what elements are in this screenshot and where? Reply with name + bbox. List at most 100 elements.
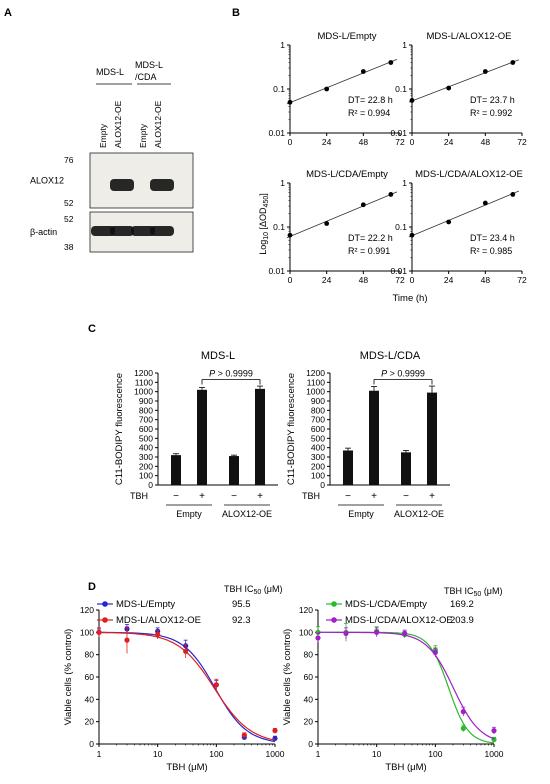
x-tick-label: 48: [481, 275, 491, 285]
legend-marker: [102, 617, 108, 623]
x-tick-label: 10: [372, 749, 382, 759]
annotation-r2: R² = 0.992: [470, 108, 512, 118]
panel-label-a: A: [4, 7, 12, 19]
y-axis-title: C11-BODIPY fluorescence: [114, 373, 125, 485]
group-label: Empty: [348, 509, 374, 519]
data-point: [491, 728, 497, 734]
y-tick-label: 0.1: [395, 222, 407, 232]
data-point: [388, 192, 394, 197]
data-point: [374, 629, 380, 635]
x-tick-label: 24: [444, 137, 454, 147]
subplot-title: MDS-L/CDA/ALOX12-OE: [415, 169, 523, 180]
x-tick-label: 1: [97, 749, 102, 759]
y-tick-label: 500: [311, 433, 325, 443]
ic50-value: 203.9: [450, 615, 474, 626]
y-tick-label: 400: [139, 443, 153, 453]
legend-label: MDS-L/CDA/ALOX12-OE: [345, 615, 453, 626]
x-axis-title: Time (h): [392, 293, 427, 304]
data-point: [213, 682, 219, 688]
y-tick-label: 0.01: [390, 128, 407, 138]
annotation-dt: DT= 22.8 h: [348, 95, 393, 105]
annotation-dt: DT= 23.4 h: [470, 233, 515, 243]
annotation-dt: DT= 22.2 h: [348, 233, 393, 243]
data-point: [460, 709, 466, 715]
data-point: [409, 232, 415, 238]
x-tick-label: 0: [410, 137, 415, 147]
lane-label: Empty: [138, 123, 148, 148]
panel-label-c: C: [88, 323, 96, 335]
y-tick-label: 300: [139, 452, 153, 462]
data-point: [183, 648, 189, 654]
y-tick-label: 600: [139, 424, 153, 434]
data-point: [482, 69, 488, 74]
data-point: [360, 202, 366, 208]
data-point: [315, 635, 321, 641]
group-label-mds-l: MDS-L: [96, 67, 124, 77]
x-tick-label: 100: [428, 749, 442, 759]
marker-label: 76: [64, 155, 74, 165]
panel-label-b: B: [232, 7, 240, 19]
data-point: [287, 99, 293, 105]
subplot-title: MDS-L/CDA/Empty: [306, 169, 388, 180]
blot-band: [150, 226, 174, 236]
y-tick-label: 1100: [307, 377, 326, 387]
group-label: ALOX12-OE: [394, 509, 444, 519]
y-tick-label: 0: [148, 480, 153, 490]
tbh-sign: +: [429, 491, 435, 502]
annotation-r2: R² = 0.991: [348, 246, 390, 256]
fit-curve: [318, 631, 495, 744]
y-tick-label: 0.01: [390, 266, 407, 276]
subplot-title: MDS-L/ALOX12-OE: [427, 31, 512, 42]
data-point: [510, 192, 516, 197]
x-tick-label: 10: [153, 749, 163, 759]
data-point: [446, 219, 452, 225]
bar: [427, 392, 437, 485]
protein-label: ALOX12: [30, 176, 64, 186]
blot-band: [91, 226, 115, 236]
ic50-header: TBH IC50 (μM): [224, 584, 283, 596]
bar: [255, 388, 265, 485]
y-tick-label: 60: [304, 672, 314, 682]
y-tick-label: 1100: [135, 377, 154, 387]
data-point: [287, 232, 293, 238]
y-tick-label: 1000: [134, 387, 153, 397]
y-tick-label: 100: [311, 471, 325, 481]
blot-band: [110, 179, 134, 191]
y-tick-label: 900: [139, 396, 153, 406]
ic50-header: TBH IC50 (μM): [444, 586, 503, 598]
y-tick-label: 20: [304, 717, 314, 727]
y-tick-label: 400: [311, 443, 325, 453]
data-point: [124, 637, 130, 643]
annotation-dt: DT= 23.7 h: [470, 95, 515, 105]
y-tick-label: 0: [320, 480, 325, 490]
tbh-sign: −: [231, 491, 237, 502]
ic50-value: 95.5: [232, 599, 251, 610]
data-point: [324, 86, 330, 92]
y-tick-label: 900: [311, 396, 325, 406]
ic50-value: 169.2: [450, 599, 474, 610]
y-tick-label: 100: [299, 627, 313, 637]
x-tick-label: 72: [517, 137, 527, 147]
x-tick-label: 72: [395, 137, 405, 147]
tbh-sign: −: [403, 491, 409, 502]
y-tick-label: 600: [311, 424, 325, 434]
blot-band: [110, 226, 134, 236]
tbh-label: TBH: [302, 491, 320, 501]
y-tick-label: 700: [311, 415, 325, 425]
x-tick-label: 48: [481, 137, 491, 147]
y-tick-label: 120: [299, 605, 313, 615]
y-axis-title: Viable cells (% control): [63, 629, 74, 725]
y-tick-label: 300: [311, 452, 325, 462]
y-tick-label: 0.1: [395, 84, 407, 94]
group-label-mds-l-cda: MDS-L: [135, 60, 163, 70]
y-tick-label: 1: [280, 178, 285, 188]
legend-marker: [331, 601, 337, 607]
ic50-value: 92.3: [232, 615, 251, 626]
x-axis-title: TBH (μM): [166, 762, 207, 773]
p-value-label: P > 0.9999: [209, 369, 253, 379]
p-value-label: P > 0.9999: [381, 369, 425, 379]
fit-line: [408, 59, 520, 103]
legend-label: MDS-L/Empty: [116, 599, 175, 610]
y-tick-label: 800: [139, 405, 153, 415]
